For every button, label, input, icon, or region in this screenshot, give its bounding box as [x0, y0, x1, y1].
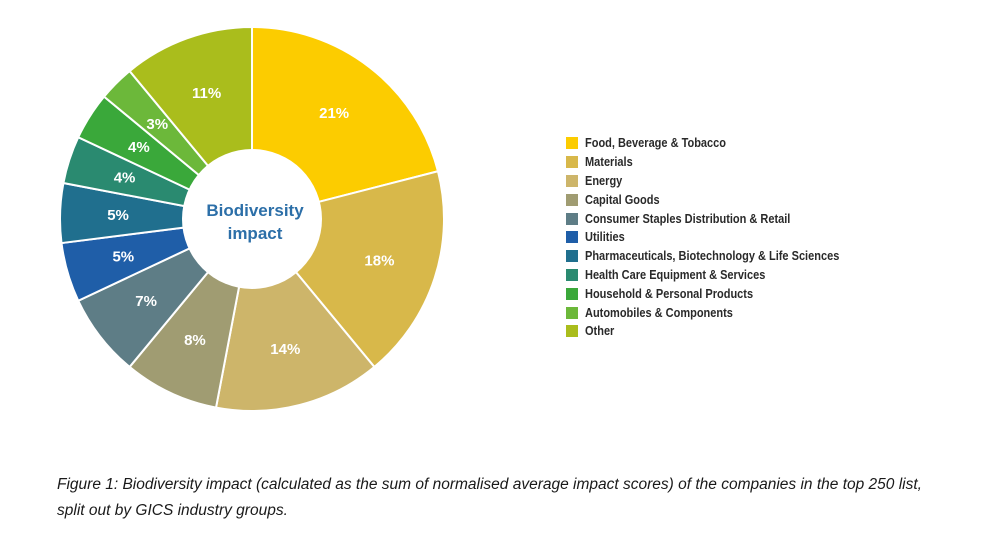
center-label-line-1: Biodiversity [206, 201, 304, 220]
legend-label: Energy [585, 173, 623, 188]
legend-label: Other [585, 324, 615, 339]
legend-label: Health Care Equipment & Services [585, 267, 766, 282]
legend-item: Other [566, 322, 874, 341]
legend-label: Pharmaceuticals, Biotechnology & Life Sc… [585, 249, 840, 264]
legend-item: Capital Goods [566, 190, 874, 209]
legend: Food, Beverage & Tobacco Materials Energy C… [566, 134, 874, 341]
slice-label-2: 18% [364, 252, 394, 269]
legend-swatch [566, 212, 578, 225]
slice-label-1: 21% [319, 105, 349, 122]
legend-label: Capital Goods [585, 192, 660, 207]
legend-item: Materials [566, 153, 874, 172]
figure-caption: Figure 1: Biodiversity impact (calculate… [57, 472, 977, 524]
legend-swatch [566, 325, 578, 338]
slice-labels: 21% 18% 14% 8% 7% 5% 5% 4% 4% 3% 11% [107, 85, 394, 358]
legend-label: Household & Personal Products [585, 286, 754, 301]
slice-label-9: 4% [128, 139, 150, 156]
slice-label-11: 11% [192, 85, 221, 102]
legend-item: Food, Beverage & Tobacco [566, 134, 874, 153]
legend-item: Pharmaceuticals, Biotechnology & Life Sc… [566, 247, 874, 266]
slice-label-4: 8% [184, 332, 206, 349]
slice-label-10: 3% [146, 116, 168, 133]
legend-swatch [566, 174, 578, 187]
legend-swatch [566, 306, 578, 319]
caption-line-1: Figure 1: Biodiversity impact (calculate… [57, 476, 922, 493]
legend-swatch [566, 287, 578, 300]
legend-label: Consumer Staples Distribution & Retail [585, 211, 791, 226]
legend-label: Food, Beverage & Tobacco [585, 136, 726, 151]
legend-swatch [566, 268, 578, 281]
legend-swatch [566, 137, 578, 150]
legend-item: Household & Personal Products [566, 284, 874, 303]
legend-swatch [566, 156, 578, 169]
legend-label: Materials [585, 155, 633, 170]
legend-item: Automobiles & Components [566, 303, 874, 322]
legend-swatch [566, 193, 578, 206]
legend-item: Health Care Equipment & Services [566, 266, 874, 285]
legend-label: Utilities [585, 230, 625, 245]
slice-label-5: 7% [135, 293, 157, 310]
donut-hole [182, 149, 322, 289]
slice-label-7: 5% [107, 207, 129, 224]
legend-swatch [566, 250, 578, 263]
legend-label: Automobiles & Components [585, 305, 733, 320]
legend-item: Energy [566, 172, 874, 191]
legend-item: Utilities [566, 228, 874, 247]
slice-label-8: 4% [114, 170, 136, 187]
legend-swatch [566, 231, 578, 244]
caption-line-2: split out by GICS industry groups. [57, 502, 288, 519]
slice-label-3: 14% [270, 341, 300, 358]
slice-label-6: 5% [112, 248, 134, 265]
center-label-line-2: impact [228, 224, 283, 243]
legend-item: Consumer Staples Distribution & Retail [566, 209, 874, 228]
